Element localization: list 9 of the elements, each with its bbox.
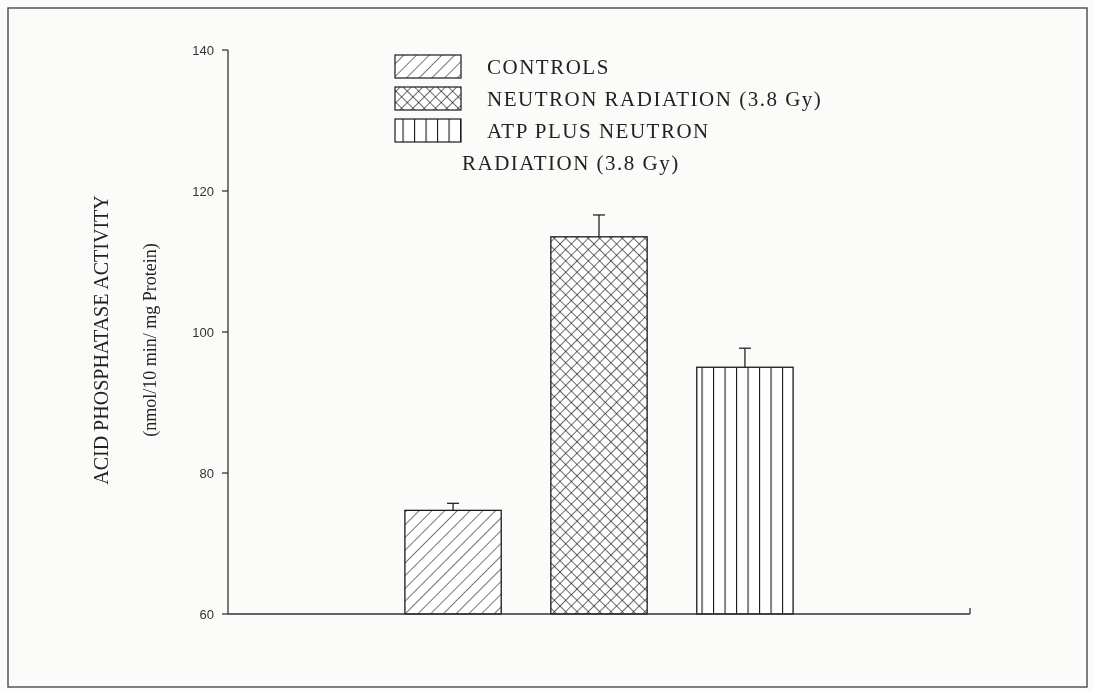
legend-label: CONTROLS	[487, 55, 610, 79]
y-tick-label: 80	[199, 465, 214, 481]
y-tick-label: 60	[199, 606, 214, 622]
legend-label: NEUTRON RADIATION (3.8 Gy)	[487, 87, 823, 111]
legend-label: ATP PLUS NEUTRON RADIATION (3.8 Gy)	[462, 119, 710, 175]
text: ACID PHOSPHATASE ACTIVITY (nmol/10 min/ mg Protein)	[90, 195, 160, 485]
y-tick-label: 140	[192, 42, 214, 58]
y-tick-label: 120	[192, 183, 214, 199]
y-tick-label: 100	[192, 324, 214, 340]
